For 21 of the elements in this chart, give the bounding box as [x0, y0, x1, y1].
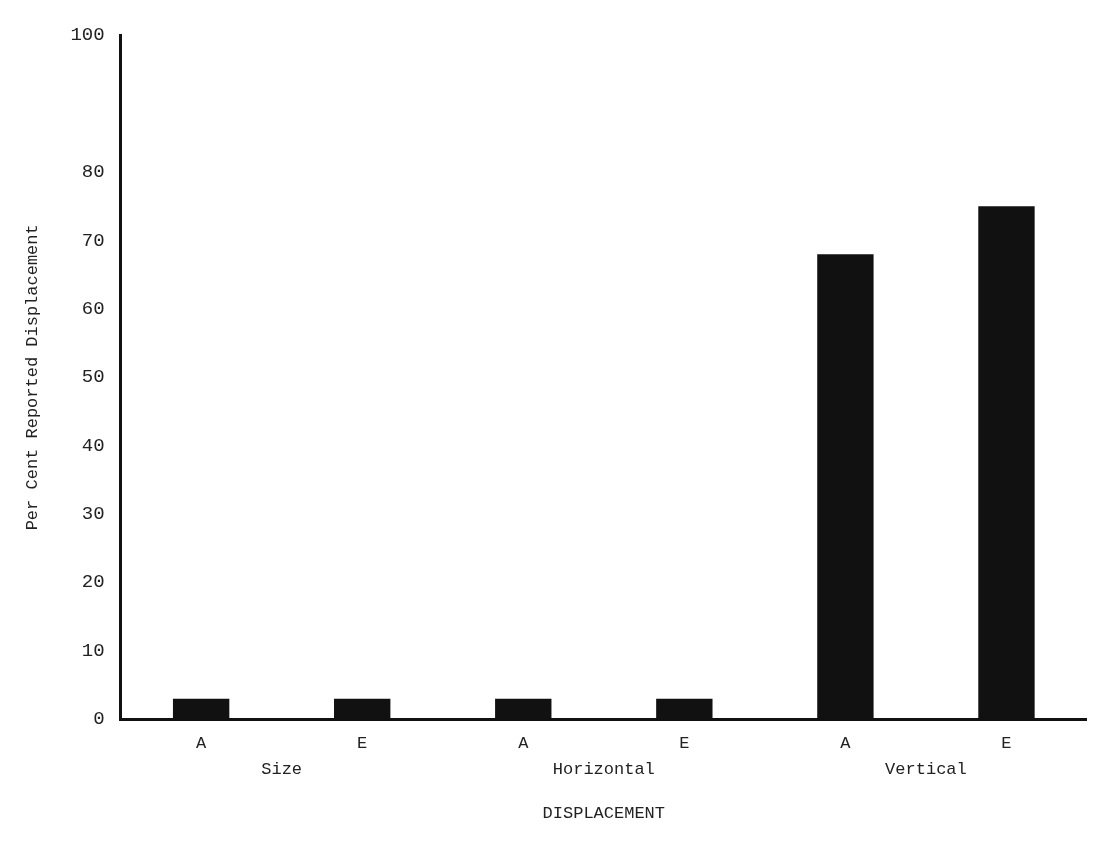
y-tick-label: 10: [81, 639, 105, 662]
x-tick-label: E: [357, 733, 368, 753]
text: Size: [261, 760, 303, 780]
y-tick-label: 70: [81, 229, 105, 252]
y-tick-label: 50: [81, 366, 105, 389]
y-tick-label: 30: [81, 503, 105, 526]
x-tick-label: A: [196, 733, 208, 753]
y-tick-label: 40: [81, 434, 105, 457]
x-tick-label: A: [840, 733, 852, 753]
x-tick-label: E: [1001, 733, 1012, 753]
y-tick-label: 80: [81, 161, 105, 184]
x-axis-title: DISPLACEMENT: [542, 804, 666, 824]
text: Vertical: [885, 760, 967, 780]
y-axis-title: Per Cent Reported Displacement: [22, 224, 42, 531]
y-tick-label: 60: [81, 297, 105, 320]
y-tick-label: 0: [93, 708, 105, 731]
x-tick-label: E: [679, 733, 690, 753]
x-tick-label: A: [518, 733, 530, 753]
y-tick-label: 20: [81, 571, 105, 594]
text: Horizontal: [552, 760, 655, 780]
y-tick-label: 100: [70, 24, 105, 47]
